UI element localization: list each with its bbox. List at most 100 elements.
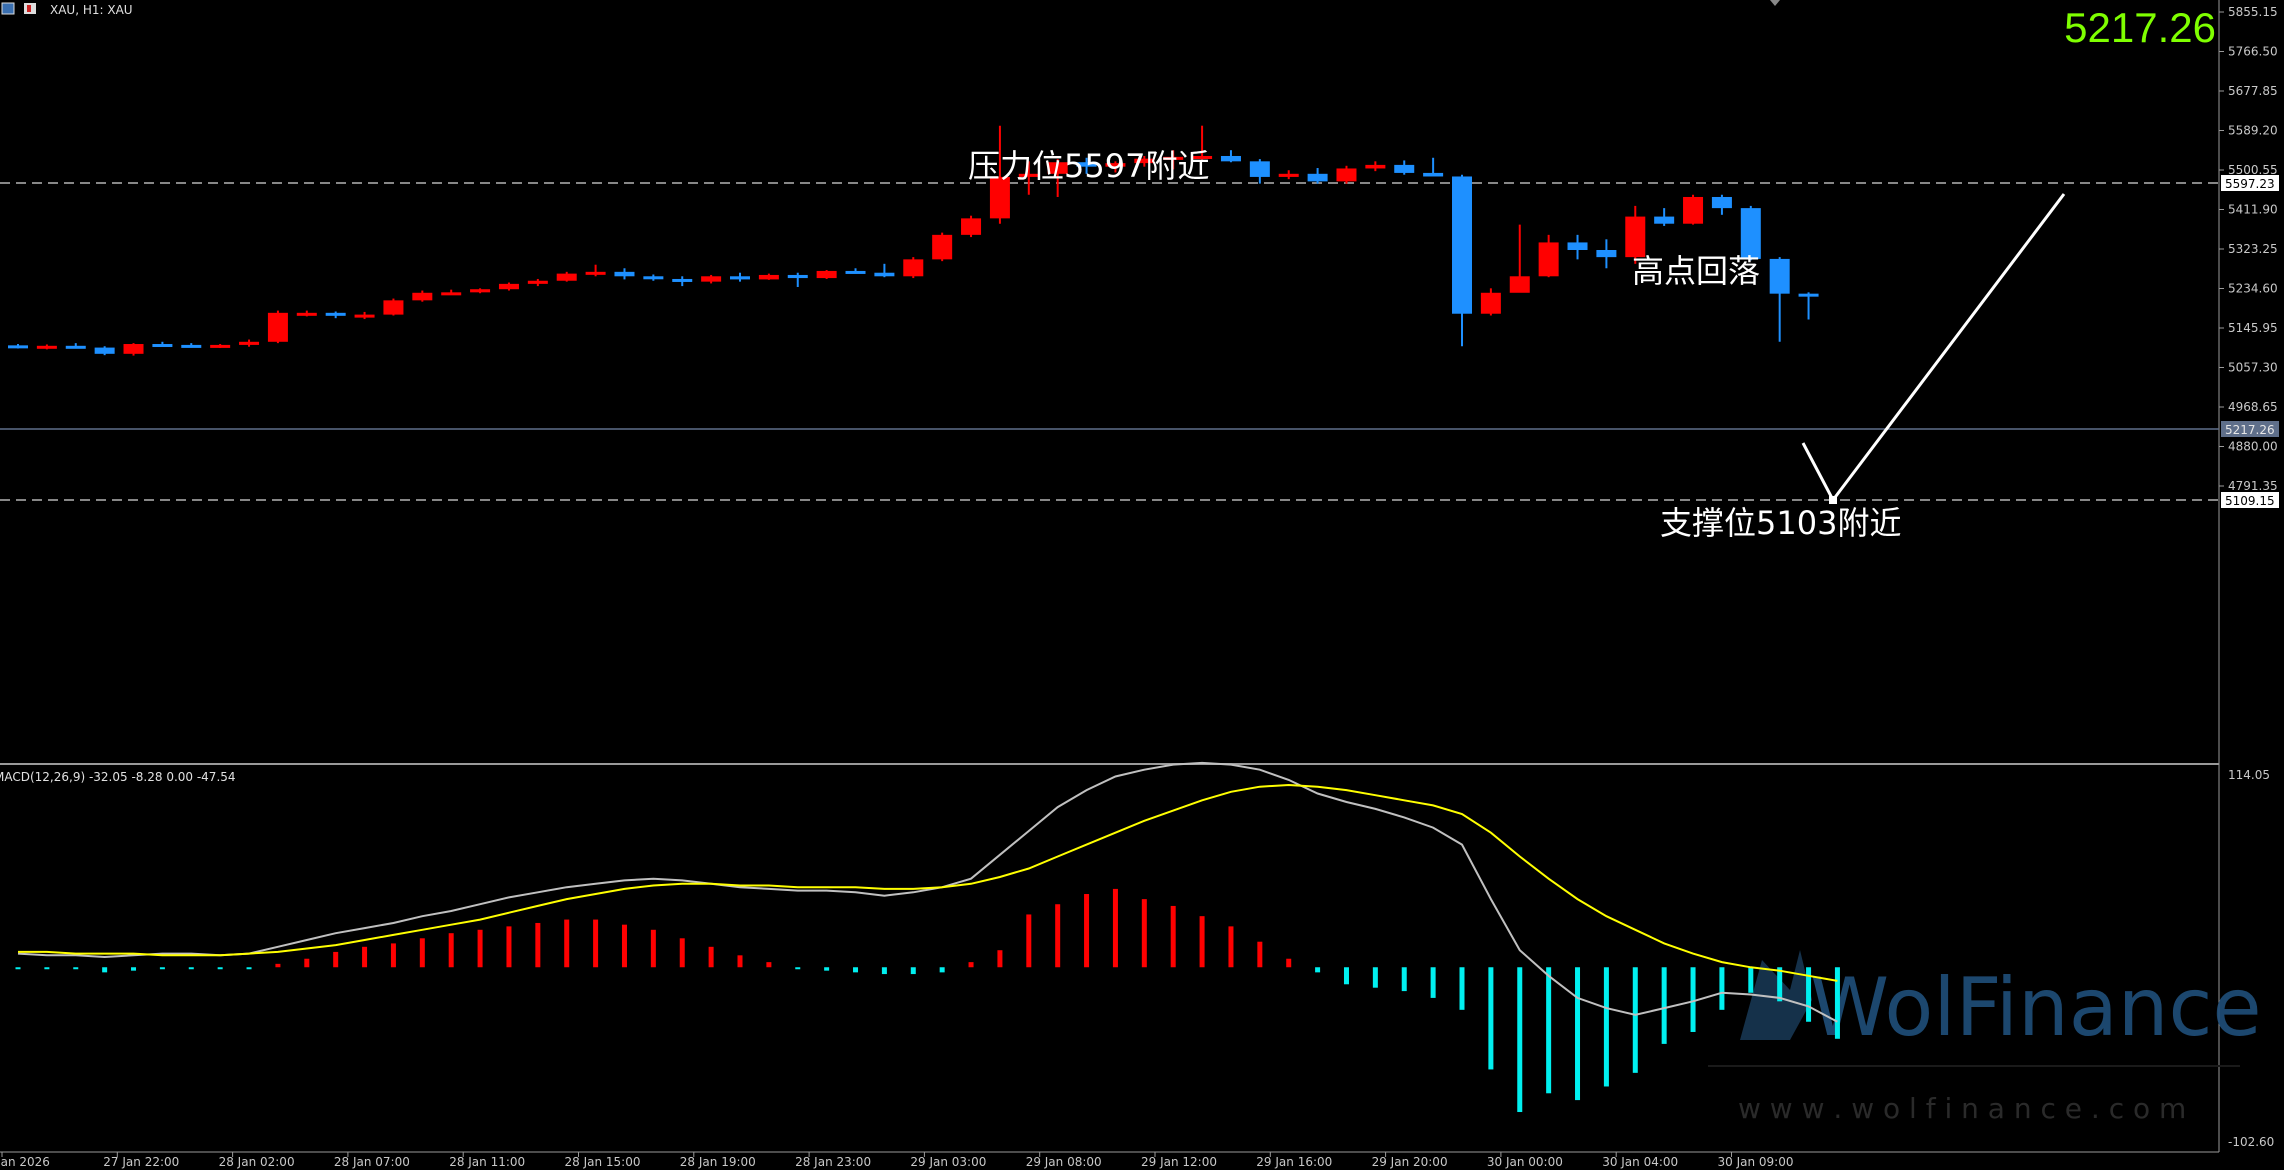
resistance-tag: 5597.23 (2225, 177, 2275, 191)
macd-histogram-bar (1112, 888, 1118, 968)
macd-histogram-bar (737, 955, 743, 968)
candle-body (1134, 158, 1155, 164)
candle-body (816, 270, 837, 279)
macd-axis-bottom: -102.60 (2228, 1135, 2274, 1149)
candle-body (1278, 173, 1299, 177)
macd-histogram-bar (621, 924, 627, 968)
macd-histogram-bar (1806, 967, 1812, 1022)
macd-histogram-bar (304, 958, 310, 968)
macd-histogram-bar (997, 950, 1003, 968)
watermark-url: w w w . w o l f i n a n c e . c o m (1738, 1092, 2186, 1125)
candle-body (1625, 216, 1646, 258)
time-tick-label: 28 Jan 15:00 (565, 1155, 641, 1169)
candle-body (1307, 173, 1328, 182)
candle-body (1683, 196, 1704, 224)
candle-body (1538, 242, 1559, 277)
candle-body (296, 312, 317, 316)
macd-histogram-bar (1170, 905, 1176, 968)
macd-histogram-bar (1834, 967, 1840, 1039)
chart-header: XAU, H1: XAU 5217.26 (1, 0, 2216, 51)
scroll-marker-icon[interactable] (1770, 0, 1780, 6)
macd-histogram-bar (679, 938, 685, 968)
candle-body (614, 271, 635, 277)
macd-histogram-bar (795, 967, 801, 970)
time-tick-label: 30 Jan 09:00 (1718, 1155, 1794, 1169)
time-tick-label: 28 Jan 19:00 (680, 1155, 756, 1169)
candle-body (1192, 155, 1213, 159)
macd-line (17, 761, 1838, 1023)
candle-body (1596, 250, 1617, 258)
candle-body (383, 300, 404, 315)
current-price-display: 5217.26 (2064, 4, 2216, 51)
price-tick-label: 5323.25 (2228, 242, 2278, 256)
candle-body (1567, 242, 1588, 251)
candle-body (441, 292, 462, 296)
price-tick-label: 4791.35 (2228, 479, 2278, 493)
macd-histogram-bar (1228, 926, 1234, 968)
time-tick-label: 28 Jan 02:00 (219, 1155, 295, 1169)
macd-histogram-bar (1603, 967, 1609, 1087)
macd-histogram-bar (1026, 914, 1032, 968)
candle-body (787, 274, 808, 279)
price-tick-label: 5411.90 (2228, 203, 2278, 217)
macd-histogram-bar (1257, 941, 1263, 968)
macd-histogram-bar (824, 967, 830, 971)
macd-panel (15, 761, 1840, 1113)
macd-histogram-bar (708, 946, 714, 968)
price-tick-label: 5677.85 (2228, 84, 2278, 98)
macd-histogram-bar (44, 967, 50, 970)
signal-line (18, 783, 1838, 982)
macd-histogram-bar (650, 929, 656, 968)
macd-histogram-bar (102, 967, 108, 973)
price-tick-label: 5145.95 (2228, 321, 2278, 335)
candle-body (267, 312, 288, 342)
candle-body (1740, 208, 1761, 259)
price-tick-label: 5855.15 (2228, 5, 2278, 19)
macd-histogram-bar (535, 922, 541, 968)
macd-histogram-bar (1084, 894, 1090, 968)
support-label: 支撑位5103附近 (1660, 504, 1901, 542)
macd-histogram-bar (1661, 967, 1667, 1044)
candle-body (1163, 156, 1184, 160)
candle-body (498, 283, 519, 290)
candle-body (903, 259, 924, 277)
macd-label: MACD(12,26,9) -32.05 -8.28 0.00 -47.54 (0, 770, 236, 784)
symbol-menu-icon[interactable] (1, 2, 15, 15)
candle-body (1076, 162, 1097, 167)
candle-body (1480, 292, 1501, 314)
time-tick-label: 29 Jan 20:00 (1372, 1155, 1448, 1169)
price-tick-label: 5057.30 (2228, 361, 2278, 375)
candle-body (123, 344, 144, 354)
current-tag: 5217.26 (2225, 423, 2275, 437)
macd-histogram-bar (1459, 967, 1465, 1010)
candlestick-series (8, 125, 1819, 356)
candle-body (152, 344, 173, 348)
watermark-brand: WolFinance (1810, 961, 2262, 1054)
price-axis: 5855.15 5766.50 5677.85 5589.20 5500.55 5411.… (2219, 5, 2278, 493)
macd-histogram-bar (1055, 904, 1061, 968)
price-tick-label: 4968.65 (2228, 400, 2278, 414)
macd-histogram-bar (766, 962, 772, 968)
macd-histogram-bar (159, 967, 165, 970)
candle-body (1047, 162, 1068, 174)
candle-body (1105, 163, 1126, 167)
time-tick-label: 30 Jan 04:00 (1602, 1155, 1678, 1169)
macd-histogram-bar (881, 967, 887, 975)
macd-histogram-bar (1315, 967, 1321, 973)
time-tick-label: 29 Jan 03:00 (910, 1155, 986, 1169)
candle-body (874, 272, 895, 277)
macd-histogram-bar (1430, 967, 1436, 998)
symbol-title: XAU, H1: XAU (50, 3, 133, 17)
price-tick-label: 5589.20 (2228, 124, 2278, 138)
candle-body (556, 273, 577, 281)
candle-body (758, 274, 779, 280)
macd-histogram-bar (939, 967, 945, 973)
candle-body (8, 345, 28, 349)
projection-point[interactable] (1829, 496, 1837, 504)
macd-histogram-bar (131, 967, 137, 971)
time-tick-label: 30 Jan 00:00 (1487, 1155, 1563, 1169)
candle-body (1798, 293, 1819, 297)
time-tick-label: 29 Jan 16:00 (1256, 1155, 1332, 1169)
candle-body (412, 292, 433, 301)
candle-body (36, 345, 57, 349)
